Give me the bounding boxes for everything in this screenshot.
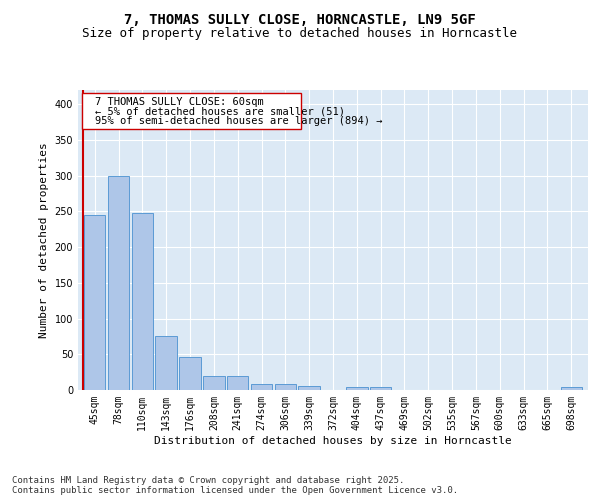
Bar bbox=[560, 387, 582, 390]
Bar bbox=[298, 386, 320, 390]
Y-axis label: Number of detached properties: Number of detached properties bbox=[39, 142, 49, 338]
Bar bbox=[155, 336, 177, 390]
Bar bbox=[84, 215, 106, 390]
Bar bbox=[370, 387, 391, 390]
Bar bbox=[108, 176, 129, 390]
Bar bbox=[346, 387, 368, 390]
Bar bbox=[131, 213, 153, 390]
Text: 7, THOMAS SULLY CLOSE, HORNCASTLE, LN9 5GF: 7, THOMAS SULLY CLOSE, HORNCASTLE, LN9 5… bbox=[124, 12, 476, 26]
Text: 95% of semi-detached houses are larger (894) →: 95% of semi-detached houses are larger (… bbox=[95, 116, 382, 126]
Bar bbox=[227, 376, 248, 390]
Text: Contains HM Land Registry data © Crown copyright and database right 2025.
Contai: Contains HM Land Registry data © Crown c… bbox=[12, 476, 458, 495]
FancyBboxPatch shape bbox=[82, 93, 301, 128]
Bar bbox=[251, 384, 272, 390]
Text: 7 THOMAS SULLY CLOSE: 60sqm: 7 THOMAS SULLY CLOSE: 60sqm bbox=[95, 97, 263, 107]
Bar bbox=[275, 384, 296, 390]
Text: Size of property relative to detached houses in Horncastle: Size of property relative to detached ho… bbox=[83, 28, 517, 40]
X-axis label: Distribution of detached houses by size in Horncastle: Distribution of detached houses by size … bbox=[154, 436, 512, 446]
Text: ← 5% of detached houses are smaller (51): ← 5% of detached houses are smaller (51) bbox=[95, 106, 344, 117]
Bar bbox=[203, 376, 224, 390]
Bar bbox=[179, 357, 201, 390]
